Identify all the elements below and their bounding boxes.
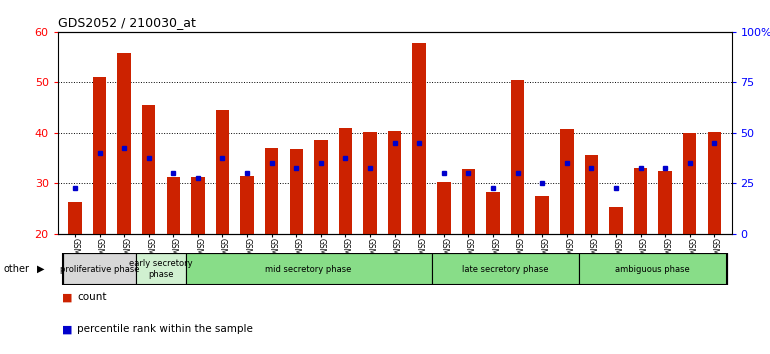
Bar	[658, 171, 672, 234]
Bar	[117, 53, 131, 234]
Bar	[216, 110, 229, 234]
Text: late secretory phase: late secretory phase	[462, 264, 548, 274]
Bar	[535, 196, 549, 234]
Bar	[69, 202, 82, 234]
Bar	[511, 80, 524, 234]
Bar	[431, 253, 579, 285]
Text: other: other	[4, 264, 30, 274]
Bar	[579, 253, 727, 285]
Bar	[186, 253, 431, 285]
Bar	[560, 129, 574, 234]
Bar	[683, 133, 696, 234]
Bar	[708, 132, 721, 234]
Bar	[437, 182, 450, 234]
Text: ▶: ▶	[37, 264, 45, 274]
Text: percentile rank within the sample: percentile rank within the sample	[77, 324, 253, 334]
Bar	[142, 105, 156, 234]
Bar	[290, 149, 303, 234]
Bar	[240, 176, 254, 234]
Bar	[584, 155, 598, 234]
Bar	[314, 140, 327, 234]
Text: ambiguous phase: ambiguous phase	[615, 264, 690, 274]
Text: early secretory
phase: early secretory phase	[129, 259, 192, 279]
Text: GDS2052 / 210030_at: GDS2052 / 210030_at	[58, 16, 196, 29]
Bar	[191, 177, 205, 234]
Bar	[388, 131, 401, 234]
Text: ■: ■	[62, 324, 72, 334]
Bar	[413, 43, 426, 234]
Bar	[93, 77, 106, 234]
Bar	[363, 132, 377, 234]
Bar	[136, 253, 186, 285]
Bar	[462, 169, 475, 234]
Bar	[634, 168, 648, 234]
Text: proliferative phase: proliferative phase	[60, 264, 139, 274]
Bar	[339, 128, 352, 234]
Text: ■: ■	[62, 292, 72, 302]
Text: count: count	[77, 292, 106, 302]
Bar	[265, 148, 279, 234]
Bar	[166, 177, 180, 234]
Bar	[486, 192, 500, 234]
Bar	[609, 207, 623, 234]
Text: mid secretory phase: mid secretory phase	[266, 264, 352, 274]
Bar	[62, 253, 136, 285]
